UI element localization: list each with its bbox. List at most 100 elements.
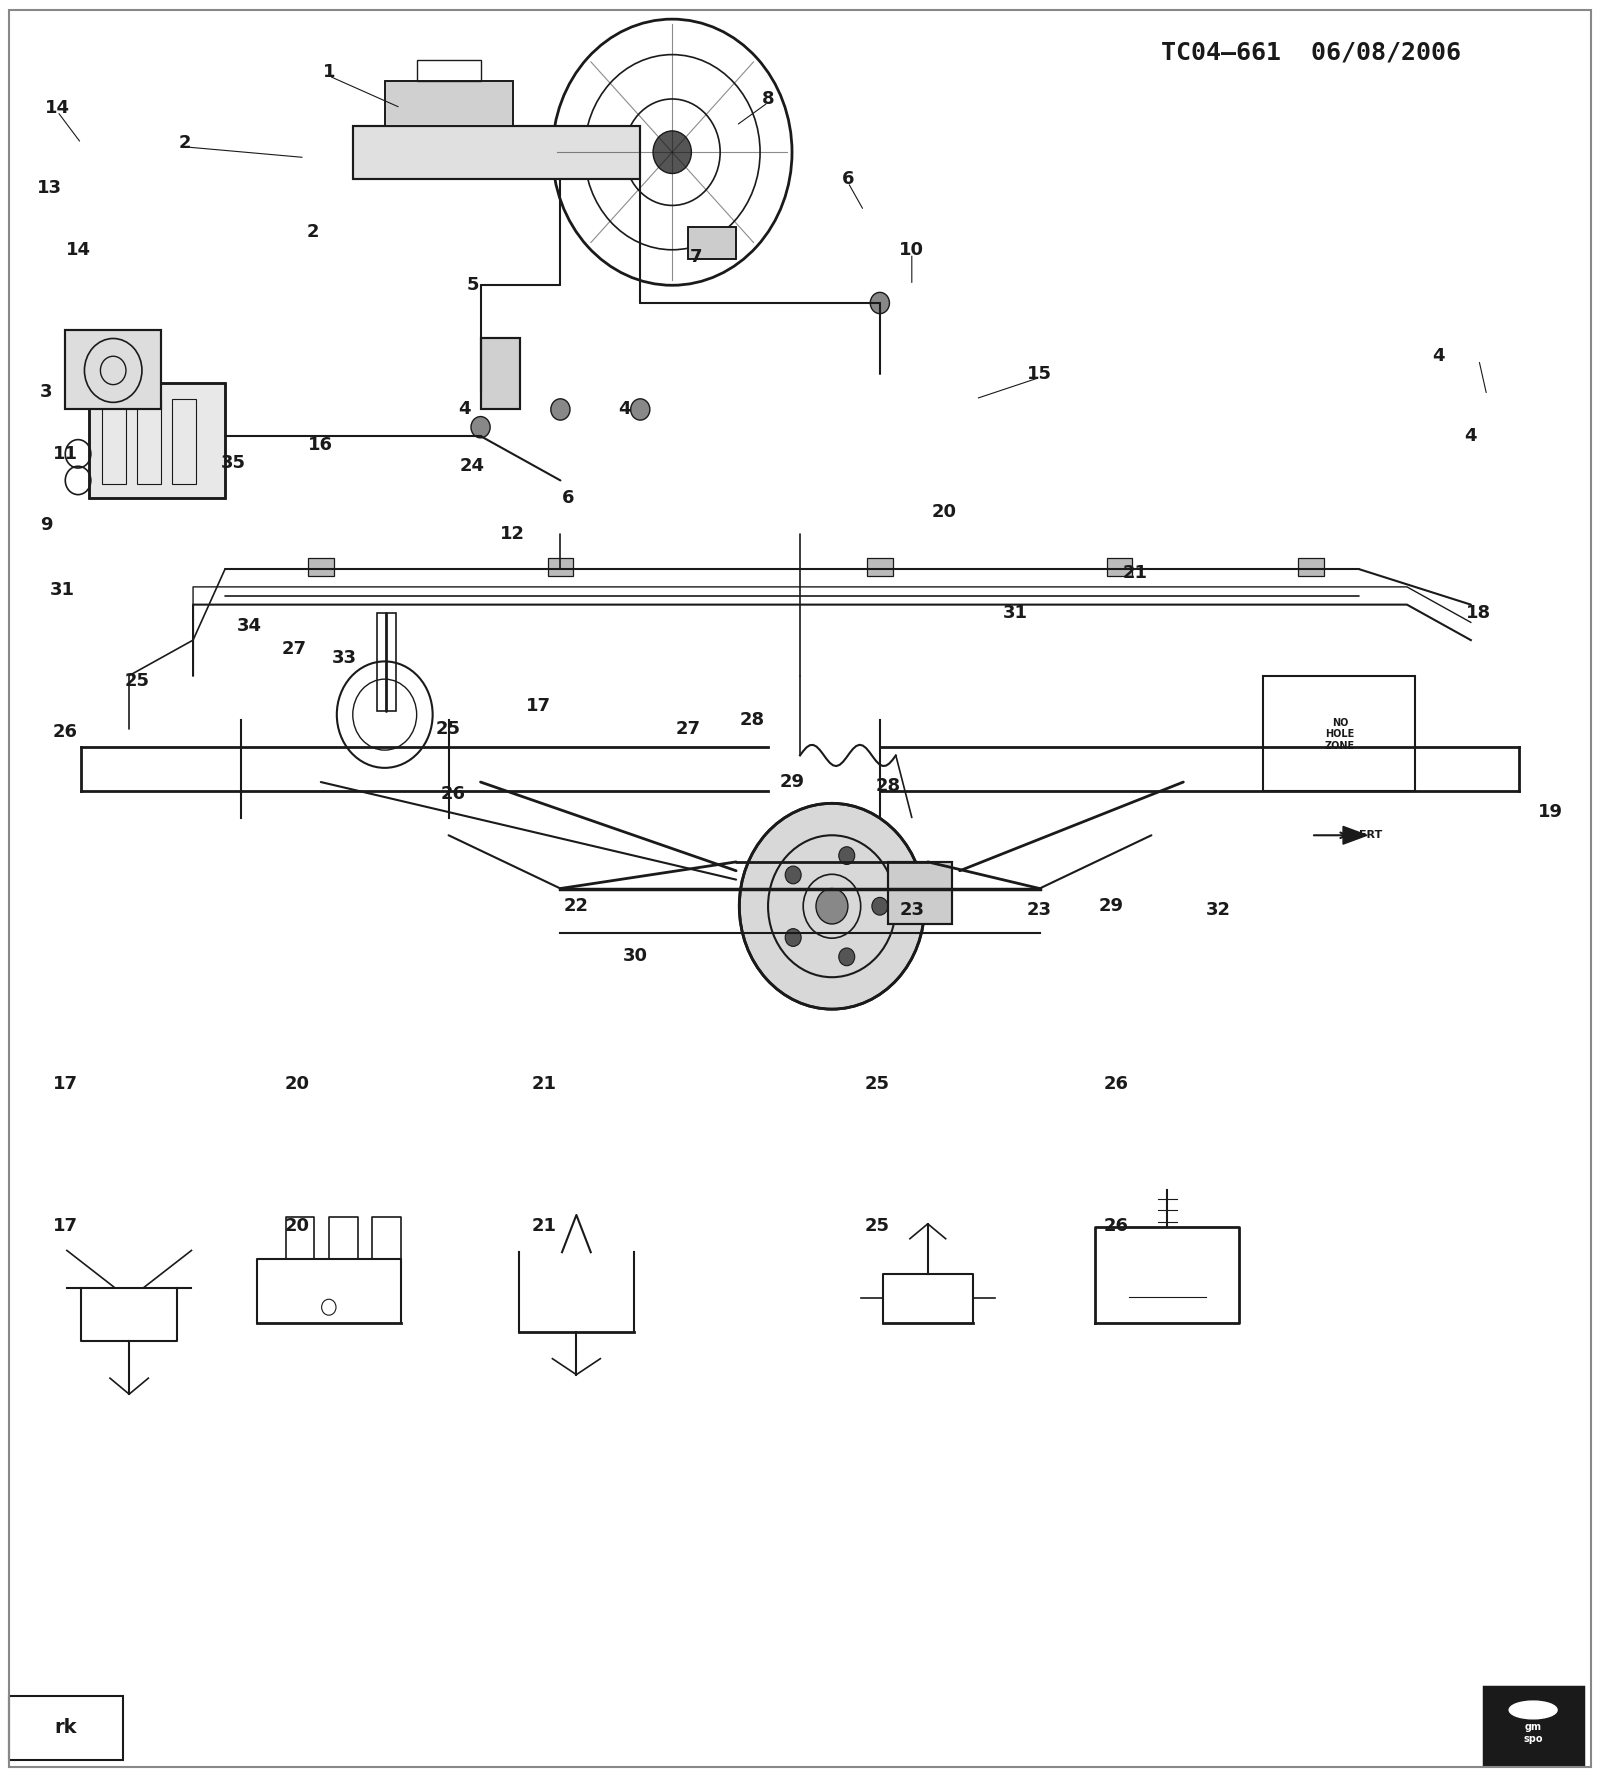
Circle shape [786, 929, 802, 947]
Text: 17: 17 [53, 1217, 78, 1235]
Text: 9: 9 [40, 515, 53, 533]
Bar [416, 60, 480, 82]
Bar [547, 558, 573, 576]
Circle shape [816, 888, 848, 924]
Text: 24: 24 [461, 457, 485, 474]
Bar [173, 398, 197, 483]
FancyBboxPatch shape [10, 1695, 123, 1759]
Bar [888, 862, 952, 924]
Text: 25: 25 [437, 720, 461, 737]
Bar [66, 329, 162, 409]
Text: 14: 14 [45, 100, 70, 117]
Text: 23: 23 [1027, 901, 1053, 919]
Bar [888, 862, 952, 924]
Bar [90, 382, 226, 498]
Text: 6: 6 [842, 171, 854, 188]
Text: 1: 1 [323, 64, 334, 82]
Text: 5: 5 [466, 275, 478, 295]
Text: 32: 32 [1206, 901, 1230, 919]
Bar [102, 398, 126, 483]
Text: 20: 20 [931, 503, 957, 521]
Text: gm
spo: gm spo [1523, 1722, 1542, 1743]
Text: 29: 29 [1099, 897, 1123, 915]
Circle shape [550, 398, 570, 419]
Text: 12: 12 [499, 524, 525, 542]
Text: 13: 13 [37, 179, 62, 197]
Bar [352, 126, 640, 179]
Text: 2: 2 [179, 135, 192, 153]
Text: 35: 35 [221, 453, 245, 471]
Bar [867, 558, 893, 576]
Circle shape [870, 293, 890, 315]
Text: 21: 21 [531, 1075, 557, 1093]
Text: 23: 23 [899, 901, 925, 919]
Bar [688, 227, 736, 259]
Bar [480, 338, 520, 409]
Text: 15: 15 [1027, 364, 1053, 384]
Circle shape [470, 416, 490, 437]
Text: rk: rk [54, 1718, 77, 1738]
Text: 17: 17 [525, 697, 550, 714]
Text: NO
HOLE
ZONE: NO HOLE ZONE [1325, 718, 1355, 750]
Text: 26: 26 [1104, 1075, 1128, 1093]
Text: FRT: FRT [1358, 830, 1382, 841]
Text: 33: 33 [333, 649, 357, 666]
Text: 27: 27 [675, 720, 701, 737]
Text: 4: 4 [1432, 347, 1445, 366]
Text: 27: 27 [282, 640, 306, 657]
Bar [138, 398, 162, 483]
Text: 4: 4 [618, 400, 630, 418]
Bar [1107, 558, 1133, 576]
Text: 30: 30 [622, 947, 648, 965]
Circle shape [838, 947, 854, 965]
Bar [90, 382, 226, 498]
Text: 20: 20 [285, 1217, 309, 1235]
Text: 28: 28 [739, 711, 765, 729]
Bar [352, 126, 640, 179]
Text: 31: 31 [1003, 604, 1029, 622]
Text: 11: 11 [53, 444, 78, 462]
Text: 25: 25 [125, 672, 150, 689]
Text: 4: 4 [1464, 426, 1477, 444]
Text: 25: 25 [864, 1217, 890, 1235]
Text: 34: 34 [237, 617, 261, 634]
Text: 7: 7 [690, 247, 702, 267]
Bar [480, 338, 520, 409]
Text: TC04–661  06/08/2006: TC04–661 06/08/2006 [1162, 41, 1461, 64]
Text: 31: 31 [50, 581, 75, 599]
Circle shape [739, 803, 925, 1009]
Bar [66, 329, 162, 409]
Bar [1262, 675, 1414, 791]
Text: 14: 14 [66, 240, 91, 259]
Text: 6: 6 [562, 489, 574, 506]
Text: 21: 21 [531, 1217, 557, 1235]
Text: 19: 19 [1538, 803, 1563, 821]
Text: 10: 10 [899, 240, 925, 259]
Text: 26: 26 [1104, 1217, 1128, 1235]
Bar [688, 227, 736, 259]
Text: 20: 20 [285, 1075, 309, 1093]
Text: 21: 21 [1123, 563, 1147, 581]
Text: 16: 16 [309, 435, 333, 453]
Text: 26: 26 [442, 785, 466, 803]
Ellipse shape [1509, 1701, 1557, 1718]
Text: 18: 18 [1466, 604, 1491, 622]
Circle shape [786, 865, 802, 883]
Bar [309, 558, 334, 576]
Bar [384, 82, 512, 126]
Text: 26: 26 [53, 723, 78, 741]
Circle shape [872, 897, 888, 915]
Bar [1298, 558, 1323, 576]
Text: 25: 25 [864, 1075, 890, 1093]
Circle shape [838, 848, 854, 864]
Bar [384, 82, 512, 126]
Text: 28: 28 [875, 777, 901, 794]
Polygon shape [1342, 826, 1366, 844]
Text: 3: 3 [40, 382, 53, 402]
Text: 8: 8 [762, 91, 774, 108]
Text: 4: 4 [458, 400, 470, 418]
Circle shape [630, 398, 650, 419]
Text: 17: 17 [53, 1075, 78, 1093]
Text: 29: 29 [779, 773, 805, 791]
FancyBboxPatch shape [1483, 1686, 1582, 1765]
